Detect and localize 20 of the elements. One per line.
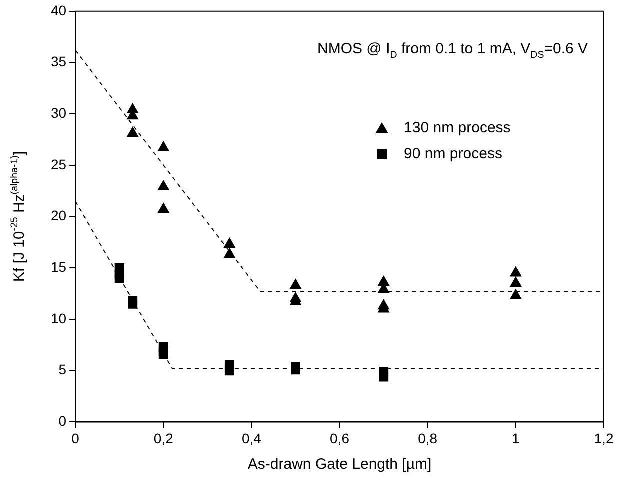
y-tick-label: 25 [50,156,67,172]
x-axis-title: As-drawn Gate Length [µm] [248,456,432,473]
x-tick-label: 0 [72,430,80,446]
x-tick-label: 1 [512,430,520,446]
x-tick-label: 0,2 [154,430,174,446]
y-tick-label: 35 [50,54,67,70]
legend-label: 90 nm process [404,146,502,163]
y-tick-label: 40 [50,2,67,18]
x-tick-label: 0,8 [418,430,438,446]
y-tick-label: 5 [58,362,67,378]
y-tick-label: 15 [50,259,67,276]
legend-label: 130 nm process [404,120,511,137]
y-tick-label: 0 [58,413,67,430]
y-tick-label: 20 [50,208,67,224]
x-tick-label: 1,2 [594,430,614,446]
y-axis-title: Kf [J 10-25 Hz(alpha-1)] [9,151,28,282]
x-tick-label: 0,6 [330,430,350,446]
y-tick-label: 30 [50,104,67,121]
y-tick-label: 10 [50,310,67,326]
x-tick-label: 0,4 [242,430,262,446]
